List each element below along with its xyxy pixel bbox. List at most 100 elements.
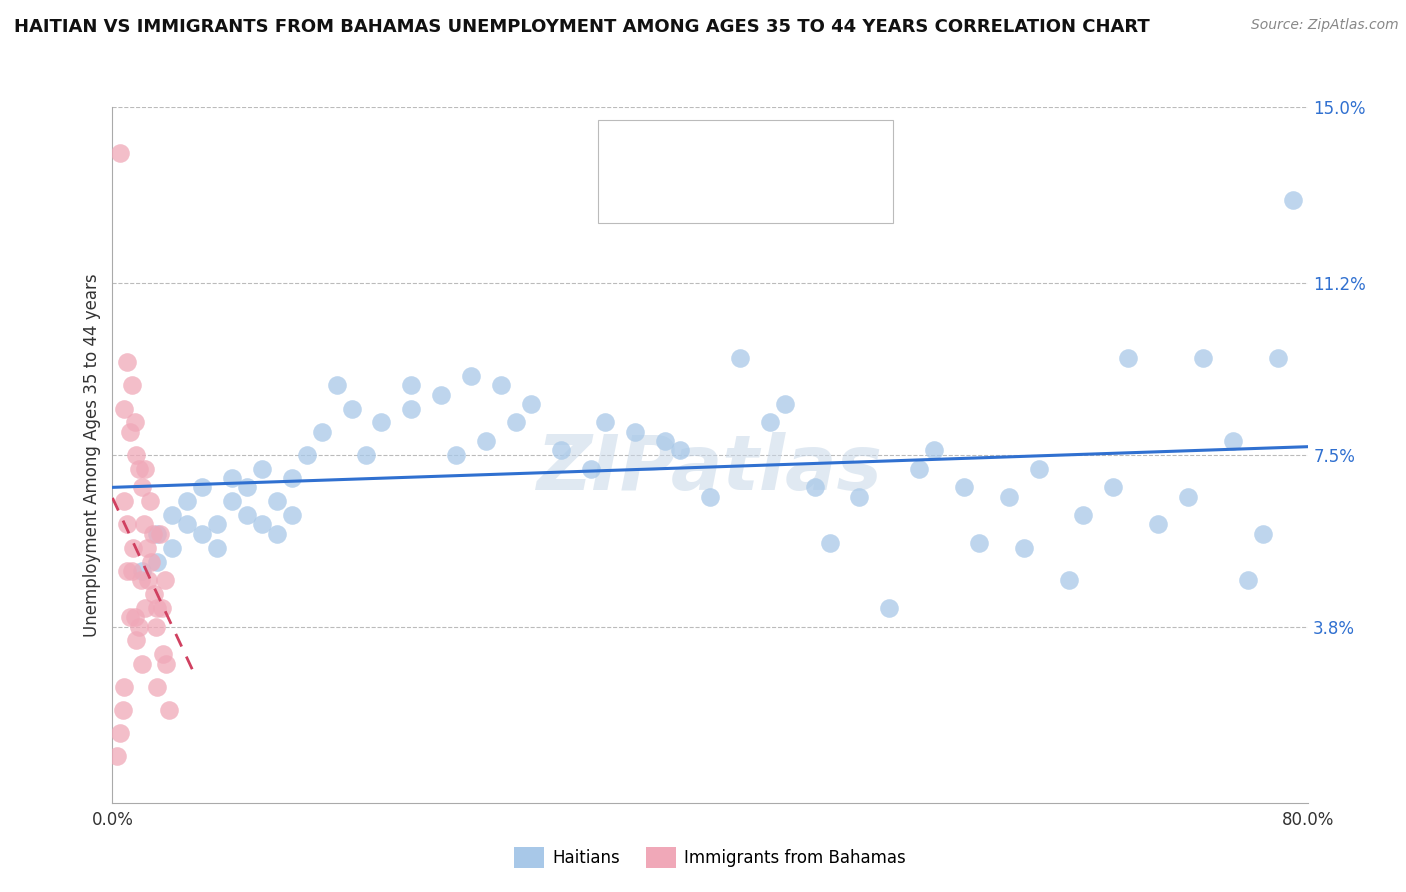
Point: [1028, 462, 1050, 476]
Point: [1267, 351, 1289, 365]
Point: [489, 378, 512, 392]
Point: [111, 703, 134, 717]
Point: [121, 378, 143, 392]
Point: [134, 462, 156, 476]
Point: [325, 378, 347, 392]
Point: [922, 443, 945, 458]
Point: [191, 526, 214, 541]
Point: [120, 610, 142, 624]
Point: [728, 351, 751, 365]
Point: [221, 471, 243, 485]
Point: [205, 541, 228, 555]
Point: [191, 480, 214, 494]
Point: [128, 462, 150, 476]
Legend: Haitians, Immigrants from Bahamas: Haitians, Immigrants from Bahamas: [508, 841, 912, 874]
Point: [550, 443, 572, 458]
Point: [132, 517, 155, 532]
Point: [624, 425, 647, 439]
Point: [1057, 573, 1080, 587]
Point: [141, 555, 163, 569]
Point: [401, 401, 423, 416]
Point: [121, 564, 143, 578]
Point: [281, 508, 304, 523]
Point: [759, 416, 782, 430]
Point: [155, 657, 177, 671]
Point: [149, 526, 172, 541]
Point: [520, 397, 543, 411]
Point: [475, 434, 498, 448]
Point: [143, 587, 166, 601]
Point: [117, 564, 139, 578]
Point: [221, 494, 243, 508]
Point: [114, 401, 135, 416]
Point: [1102, 480, 1125, 494]
Point: [250, 462, 273, 476]
Point: [128, 619, 150, 633]
Point: [1147, 517, 1170, 532]
Point: [129, 573, 152, 587]
Point: [134, 601, 156, 615]
Point: [108, 146, 131, 161]
Point: [176, 517, 198, 532]
Point: [131, 564, 153, 578]
Point: [311, 425, 333, 439]
Point: [699, 490, 721, 504]
Point: [953, 480, 976, 494]
Point: [579, 462, 602, 476]
Text: ZIPatlas: ZIPatlas: [537, 432, 883, 506]
Point: [340, 401, 363, 416]
Point: [967, 536, 990, 550]
Point: [295, 448, 318, 462]
Point: [135, 541, 157, 555]
Text: Source: ZipAtlas.com: Source: ZipAtlas.com: [1251, 18, 1399, 32]
Point: [773, 397, 796, 411]
Point: [157, 703, 180, 717]
Point: [117, 355, 139, 369]
Point: [122, 541, 145, 555]
Point: [138, 573, 160, 587]
Point: [430, 387, 453, 401]
Point: [1012, 541, 1035, 555]
Point: [250, 517, 273, 532]
Point: [401, 378, 423, 392]
Point: [108, 726, 131, 740]
Point: [877, 601, 901, 615]
Point: [1222, 434, 1244, 448]
Point: [145, 619, 167, 633]
Point: [818, 536, 841, 550]
Point: [117, 517, 139, 532]
Point: [266, 494, 288, 508]
Point: [908, 462, 931, 476]
Point: [1192, 351, 1215, 365]
Point: [803, 480, 825, 494]
Y-axis label: Unemployment Among Ages 35 to 44 years: Unemployment Among Ages 35 to 44 years: [83, 273, 101, 637]
Point: [124, 610, 146, 624]
Point: [146, 680, 169, 694]
Point: [595, 416, 617, 430]
Point: [1177, 490, 1199, 504]
Point: [131, 480, 153, 494]
Point: [281, 471, 304, 485]
Point: [1073, 508, 1095, 523]
Point: [146, 526, 169, 541]
Point: [120, 425, 142, 439]
Point: [444, 448, 467, 462]
Point: [460, 369, 482, 384]
Point: [150, 601, 173, 615]
Point: [153, 573, 176, 587]
Point: [139, 494, 162, 508]
Point: [998, 490, 1021, 504]
Point: [162, 541, 183, 555]
Point: [114, 494, 135, 508]
Point: [1118, 351, 1140, 365]
Point: [654, 434, 676, 448]
Point: [142, 526, 165, 541]
Point: [114, 680, 135, 694]
Point: [1251, 526, 1274, 541]
Point: [205, 517, 228, 532]
Point: [266, 526, 288, 541]
Text: R =  0.316   N = 42: R = 0.316 N = 42: [661, 180, 837, 198]
Point: [125, 448, 148, 462]
Point: [146, 601, 169, 615]
Point: [370, 416, 392, 430]
